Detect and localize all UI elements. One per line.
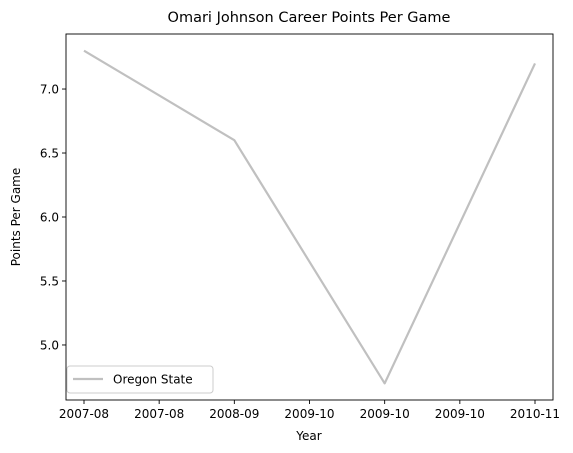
x-tick-label: 2007-08 — [59, 407, 109, 421]
y-tick-label: 6.0 — [40, 210, 59, 224]
y-tick-label: 6.5 — [40, 146, 59, 160]
legend: Oregon State — [67, 366, 213, 393]
x-tick-label: 2008-09 — [209, 407, 259, 421]
x-tick-label: 2010-11 — [510, 407, 560, 421]
chart-title: Omari Johnson Career Points Per Game — [168, 10, 451, 26]
x-axis-label: Year — [295, 429, 321, 443]
x-tick-label: 2009-10 — [284, 407, 334, 421]
x-tick-label: 2009-10 — [360, 407, 410, 421]
legend-label: Oregon State — [113, 373, 193, 387]
y-tick-label: 5.0 — [40, 338, 59, 352]
x-tick-label: 2007-08 — [134, 407, 184, 421]
y-axis-label: Points Per Game — [9, 168, 23, 267]
y-tick-label: 5.5 — [40, 274, 59, 288]
x-tick-label: 2009-10 — [435, 407, 485, 421]
y-tick-label: 7.0 — [40, 82, 59, 96]
